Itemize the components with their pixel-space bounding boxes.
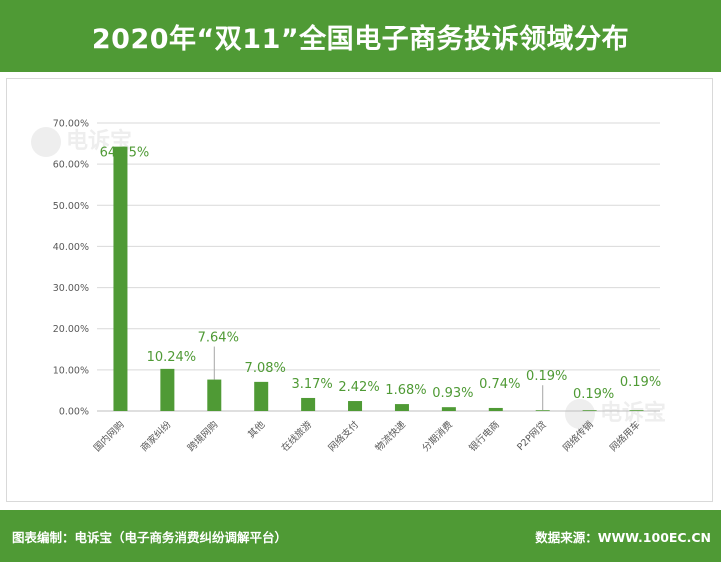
- x-axis-labels: 国内网购 商家纠纷 跨境网购 其他 在线旅游 网络支付 物流快递 分期消费 银行电商 P2P网贷网…: [91, 418, 642, 454]
- bar: [160, 368, 175, 411]
- x-tick-label: 跨境网购: [185, 419, 220, 454]
- bar: [582, 410, 597, 411]
- data-label: 0.19%: [526, 369, 567, 384]
- gridlines: [97, 122, 660, 412]
- data-label: 64.25%: [100, 146, 150, 161]
- bar: [535, 410, 550, 411]
- y-tick-label: 20.00%: [53, 324, 89, 335]
- data-label: 2.42%: [338, 380, 379, 395]
- watermark-text: 电诉宝: [600, 400, 666, 426]
- bar: [441, 407, 456, 411]
- bar: [348, 401, 363, 411]
- bar: [207, 379, 222, 411]
- x-tick-label: 网络支付: [326, 418, 362, 454]
- bar: [301, 397, 316, 411]
- data-label: 7.08%: [245, 361, 286, 376]
- data-labels: 64.25% 10.24%7.64% 7.08% 3.17% 2.42% 1.68% 0.9…: [100, 146, 662, 403]
- watermark-2: 电诉宝: [565, 399, 666, 429]
- data-label: 1.68%: [385, 383, 426, 398]
- watermark-logo-icon: [31, 127, 61, 157]
- x-tick-label: 物流快递: [373, 418, 409, 454]
- x-tick-label: P2P网贷: [515, 419, 549, 453]
- label-leader-lines: [213, 346, 544, 411]
- data-label: 0.74%: [479, 377, 520, 392]
- data-label: 0.93%: [432, 386, 473, 401]
- bars: [113, 146, 644, 411]
- x-tick-label: 分期消费: [420, 419, 455, 454]
- y-tick-label: 0.00%: [59, 407, 89, 418]
- chart-title: 2020年“双11”全国电子商务投诉领域分布: [91, 23, 630, 55]
- data-label: 0.19%: [620, 375, 661, 390]
- footer-source: 数据来源：WWW.100EC.CN: [535, 530, 711, 545]
- data-label: 3.17%: [291, 377, 332, 392]
- x-tick-label: 在线旅游: [279, 418, 315, 454]
- bar: [488, 407, 503, 411]
- data-label: 0.19%: [573, 387, 614, 402]
- data-label: 10.24%: [147, 350, 197, 365]
- x-tick-label: 商家纠纷: [138, 418, 174, 454]
- x-tick-label: 其他: [245, 418, 267, 440]
- chart-title-banner: 2020年“双11”全国电子商务投诉领域分布: [0, 0, 721, 72]
- x-tick-label: 国内网购: [91, 419, 126, 454]
- y-tick-label: 70.00%: [53, 119, 89, 130]
- bar: [629, 410, 644, 411]
- bar: [254, 381, 269, 411]
- watermark-logo-icon: [565, 399, 595, 429]
- x-tick-label: 银行电商: [467, 419, 502, 454]
- y-axis: 0.00% 10.00% 20.00% 30.00% 40.00% 50.00% 60.00…: [53, 119, 89, 418]
- bar: [394, 404, 409, 411]
- y-tick-label: 30.00%: [53, 283, 89, 294]
- y-tick-label: 60.00%: [53, 160, 89, 171]
- chart-frame: [6, 78, 713, 502]
- data-label: 7.64%: [198, 331, 239, 346]
- footer-credit: 图表编制：电诉宝（电子商务消费纠纷调解平台）: [12, 530, 288, 545]
- y-tick-label: 40.00%: [53, 242, 89, 253]
- y-tick-label: 50.00%: [53, 201, 89, 212]
- bar: [113, 146, 128, 411]
- y-tick-label: 10.00%: [53, 365, 89, 376]
- footer-banner: 图表编制：电诉宝（电子商务消费纠纷调解平台） 数据来源：WWW.100EC.CN: [0, 510, 721, 562]
